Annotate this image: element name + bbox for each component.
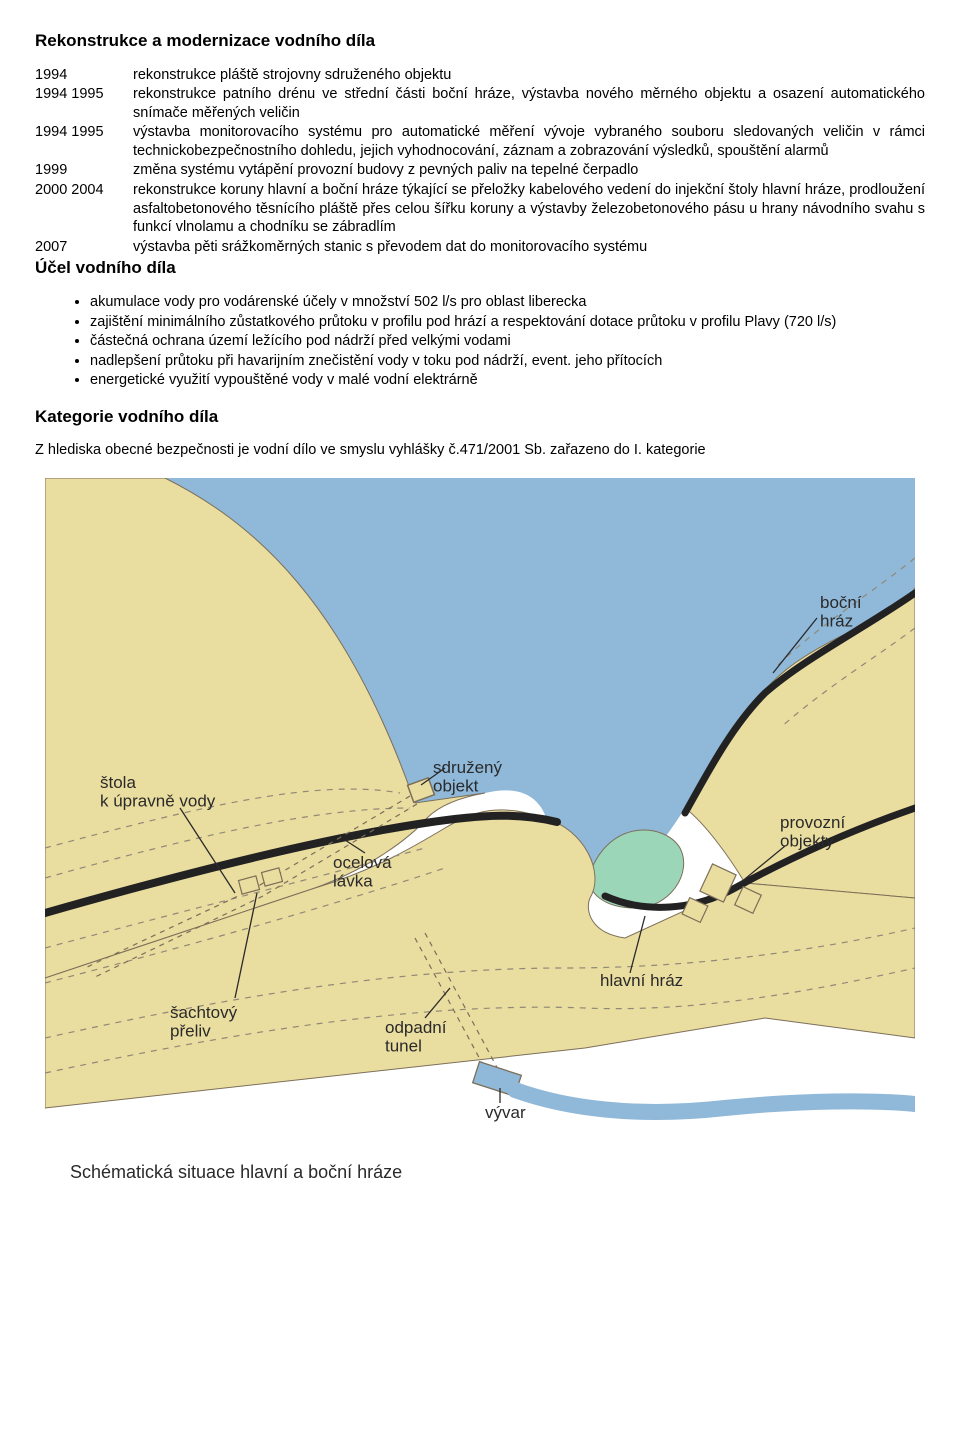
timeline-row: 2007výstavba pěti srážkoměrných stanic s…	[35, 238, 925, 257]
purpose-bullet-list: akumulace vody pro vodárenské účely v mn…	[35, 293, 925, 390]
purpose-bullet: akumulace vody pro vodárenské účely v mn…	[90, 293, 925, 312]
timeline-row: 1994rekonstrukce pláště strojovny sdruže…	[35, 66, 925, 85]
label-hlavni-hraz: hlavní hráz	[600, 971, 683, 990]
diagram-caption: Schématická situace hlavní a boční hráze	[70, 1162, 402, 1182]
timeline-text: rekonstrukce koruny hlavní a boční hráze…	[133, 181, 925, 237]
timeline-year: 2000 2004	[35, 181, 133, 237]
purpose-bullet: nadlepšení průtoku při havarijním znečis…	[90, 352, 925, 371]
section-heading-category: Kategorie vodního díla	[35, 406, 925, 428]
purpose-bullet: energetické využití vypouštěné vody v ma…	[90, 371, 925, 390]
label-vyvar: vývar	[485, 1103, 526, 1122]
purpose-bullet: zajištění minimálního zůstatkového průto…	[90, 313, 925, 332]
timeline-year: 2007	[35, 238, 133, 257]
timeline-row: 1994 1995rekonstrukce patního drénu ve s…	[35, 85, 925, 122]
timeline-text: výstavba monitorovacího systému pro auto…	[133, 123, 925, 160]
timeline-row: 1994 1995výstavba monitorovacího systému…	[35, 123, 925, 160]
timeline-text: rekonstrukce patního drénu ve střední čá…	[133, 85, 925, 122]
timeline-list: 1994rekonstrukce pláště strojovny sdruže…	[35, 66, 925, 256]
timeline-row: 2000 2004rekonstrukce koruny hlavní a bo…	[35, 181, 925, 237]
timeline-text: rekonstrukce pláště strojovny sdruženého…	[133, 66, 925, 85]
purpose-bullet: částečná ochrana území ležícího pod nádr…	[90, 332, 925, 351]
timeline-year: 1994 1995	[35, 123, 133, 160]
category-text: Z hlediska obecné bezpečnosti je vodní d…	[35, 441, 925, 460]
timeline-text: výstavba pěti srážkoměrných stanic s pře…	[133, 238, 925, 257]
section-heading-reconstruction: Rekonstrukce a modernizace vodního díla	[35, 30, 925, 52]
timeline-year: 1999	[35, 161, 133, 180]
dam-diagram: bočníhrázsdruženýobjektštolak úpravně vo…	[35, 478, 925, 1198]
timeline-row: 1999změna systému vytápění provozní budo…	[35, 161, 925, 180]
timeline-year: 1994 1995	[35, 85, 133, 122]
timeline-year: 1994	[35, 66, 133, 85]
section-heading-purpose: Účel vodního díla	[35, 257, 925, 279]
timeline-text: změna systému vytápění provozní budovy z…	[133, 161, 925, 180]
